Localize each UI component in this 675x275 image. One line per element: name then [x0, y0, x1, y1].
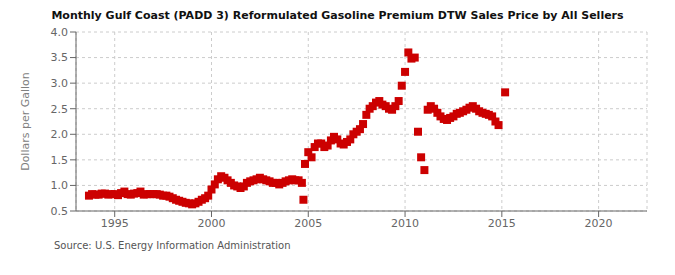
svg-text:4.0: 4.0: [51, 26, 69, 39]
svg-text:2005: 2005: [294, 217, 322, 230]
svg-text:2.5: 2.5: [51, 103, 69, 116]
svg-text:Dollars per Gallon: Dollars per Gallon: [19, 72, 32, 171]
svg-text:2010: 2010: [391, 217, 419, 230]
svg-text:1.5: 1.5: [51, 154, 69, 167]
svg-text:2000: 2000: [197, 217, 225, 230]
html-text:Monthly Gulf Coast (PADD 3) Re: Monthly Gulf Coast (PADD 3) Reformulated…: [51, 9, 624, 22]
svg-text:2.0: 2.0: [51, 128, 69, 141]
svg-text:2015: 2015: [488, 217, 516, 230]
svg-text:1.0: 1.0: [51, 179, 69, 192]
html-text:Source: U.S. Energy Informatio: Source: U.S. Energy Information Administ…: [54, 240, 291, 251]
svg-text:3.0: 3.0: [51, 77, 69, 90]
svg-text:3.5: 3.5: [51, 51, 69, 64]
svg-text:0.5: 0.5: [51, 205, 69, 218]
svg-text:1995: 1995: [101, 217, 129, 230]
svg-text:2020: 2020: [585, 217, 613, 230]
